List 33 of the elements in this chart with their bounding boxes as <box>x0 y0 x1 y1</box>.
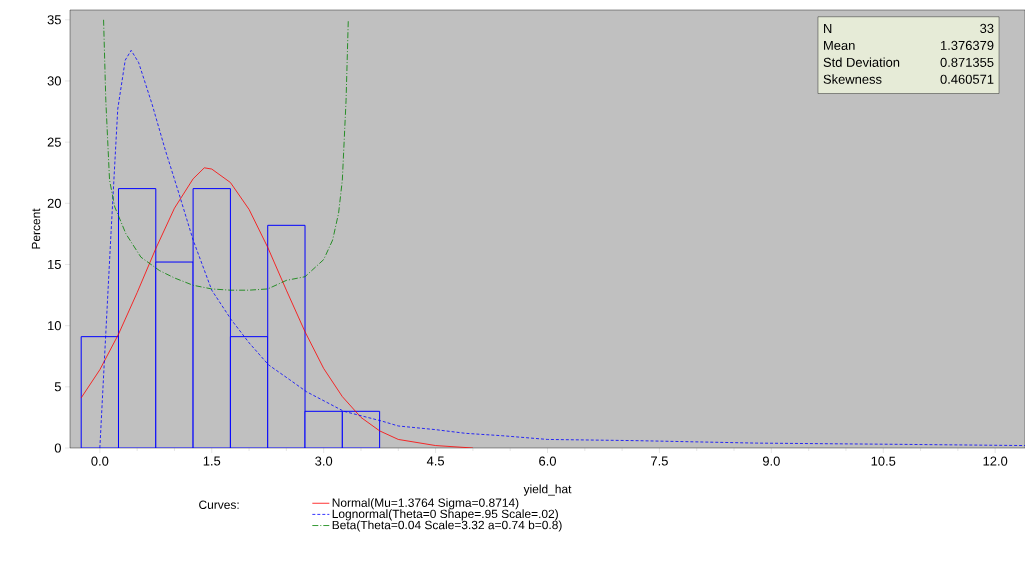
x-tick-label: 3.0 <box>315 456 333 466</box>
annotation: 33 <box>980 23 994 34</box>
legend-label: Normal(Mu=1.3764 Sigma=0.8714) <box>332 498 519 510</box>
annotation: 0.460571 <box>940 74 994 84</box>
legend-label: Lognormal(Theta=0 Shape=.95 Scale=.02) <box>332 509 558 521</box>
line-series <box>80 167 474 448</box>
annotation: Mean <box>824 40 855 50</box>
y-tick-label: 30 <box>47 76 61 86</box>
y-tick-label: 15 <box>48 259 61 269</box>
x-tick-label: 1.5 <box>203 456 221 466</box>
x-tick-label: 9.0 <box>762 456 780 466</box>
x-tick-label: 6.0 <box>539 456 557 466</box>
annotation: Std Deviation <box>823 57 900 67</box>
annotation: Skewness <box>823 74 882 84</box>
x-tick-label: 10.5 <box>871 456 896 466</box>
annotation: N <box>824 24 832 33</box>
x-tick-label: 4.5 <box>426 456 445 466</box>
line-series <box>103 19 349 291</box>
y-tick-label: 5 <box>54 382 61 392</box>
legend-label: Beta(Theta=0.04 Scale=3.32 a=0.74 b=0.8) <box>332 520 562 532</box>
x-axis-title: yield_hat <box>523 484 572 496</box>
y-tick-label: 10 <box>48 321 61 331</box>
y-tick-label: 20 <box>47 198 61 208</box>
x-tick-label: 7.5 <box>651 456 668 466</box>
y-tick-label: 0 <box>54 443 61 453</box>
x-tick-label: 12.0 <box>983 456 1008 466</box>
annotation: 0.871355 <box>940 57 994 67</box>
legend-title: Curves: <box>199 500 239 509</box>
x-tick-label: 0.0 <box>91 456 109 466</box>
y-tick-label: 35 <box>47 15 61 25</box>
y-axis-title: Percent <box>31 208 41 249</box>
y-tick-label: 25 <box>47 137 61 147</box>
annotation: 1.376379 <box>941 40 994 50</box>
